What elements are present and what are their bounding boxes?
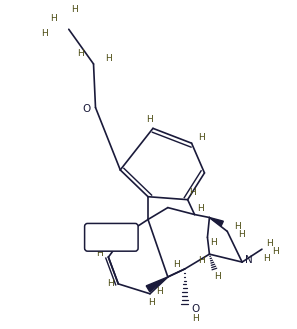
Text: H: H [77, 49, 84, 58]
Text: H: H [189, 188, 196, 197]
Text: O: O [83, 104, 91, 114]
Text: H: H [198, 256, 205, 265]
Text: H: H [130, 225, 137, 234]
Text: H: H [210, 238, 217, 247]
Text: Abs: Abs [102, 232, 120, 242]
Text: H: H [148, 298, 155, 307]
Text: H: H [147, 115, 153, 124]
Text: H: H [192, 314, 199, 323]
Text: H: H [71, 5, 78, 14]
Text: H: H [96, 249, 103, 258]
Text: H: H [238, 230, 244, 239]
Text: H: H [157, 287, 163, 296]
Polygon shape [146, 277, 168, 292]
Text: H: H [263, 254, 270, 263]
Text: H: H [85, 243, 92, 252]
Text: H: H [198, 133, 205, 142]
Text: H: H [266, 239, 273, 248]
Text: H: H [42, 29, 48, 38]
Text: H: H [105, 54, 112, 63]
Text: H: H [272, 247, 279, 256]
Text: H: H [197, 204, 204, 213]
Text: H: H [173, 260, 180, 268]
Text: H: H [50, 14, 57, 23]
Polygon shape [96, 234, 125, 249]
FancyBboxPatch shape [85, 223, 138, 251]
Polygon shape [209, 217, 223, 226]
Text: H: H [107, 279, 114, 289]
Text: N: N [245, 255, 253, 265]
Text: H: H [234, 222, 241, 231]
Text: O: O [192, 304, 200, 314]
Text: H: H [214, 272, 221, 281]
